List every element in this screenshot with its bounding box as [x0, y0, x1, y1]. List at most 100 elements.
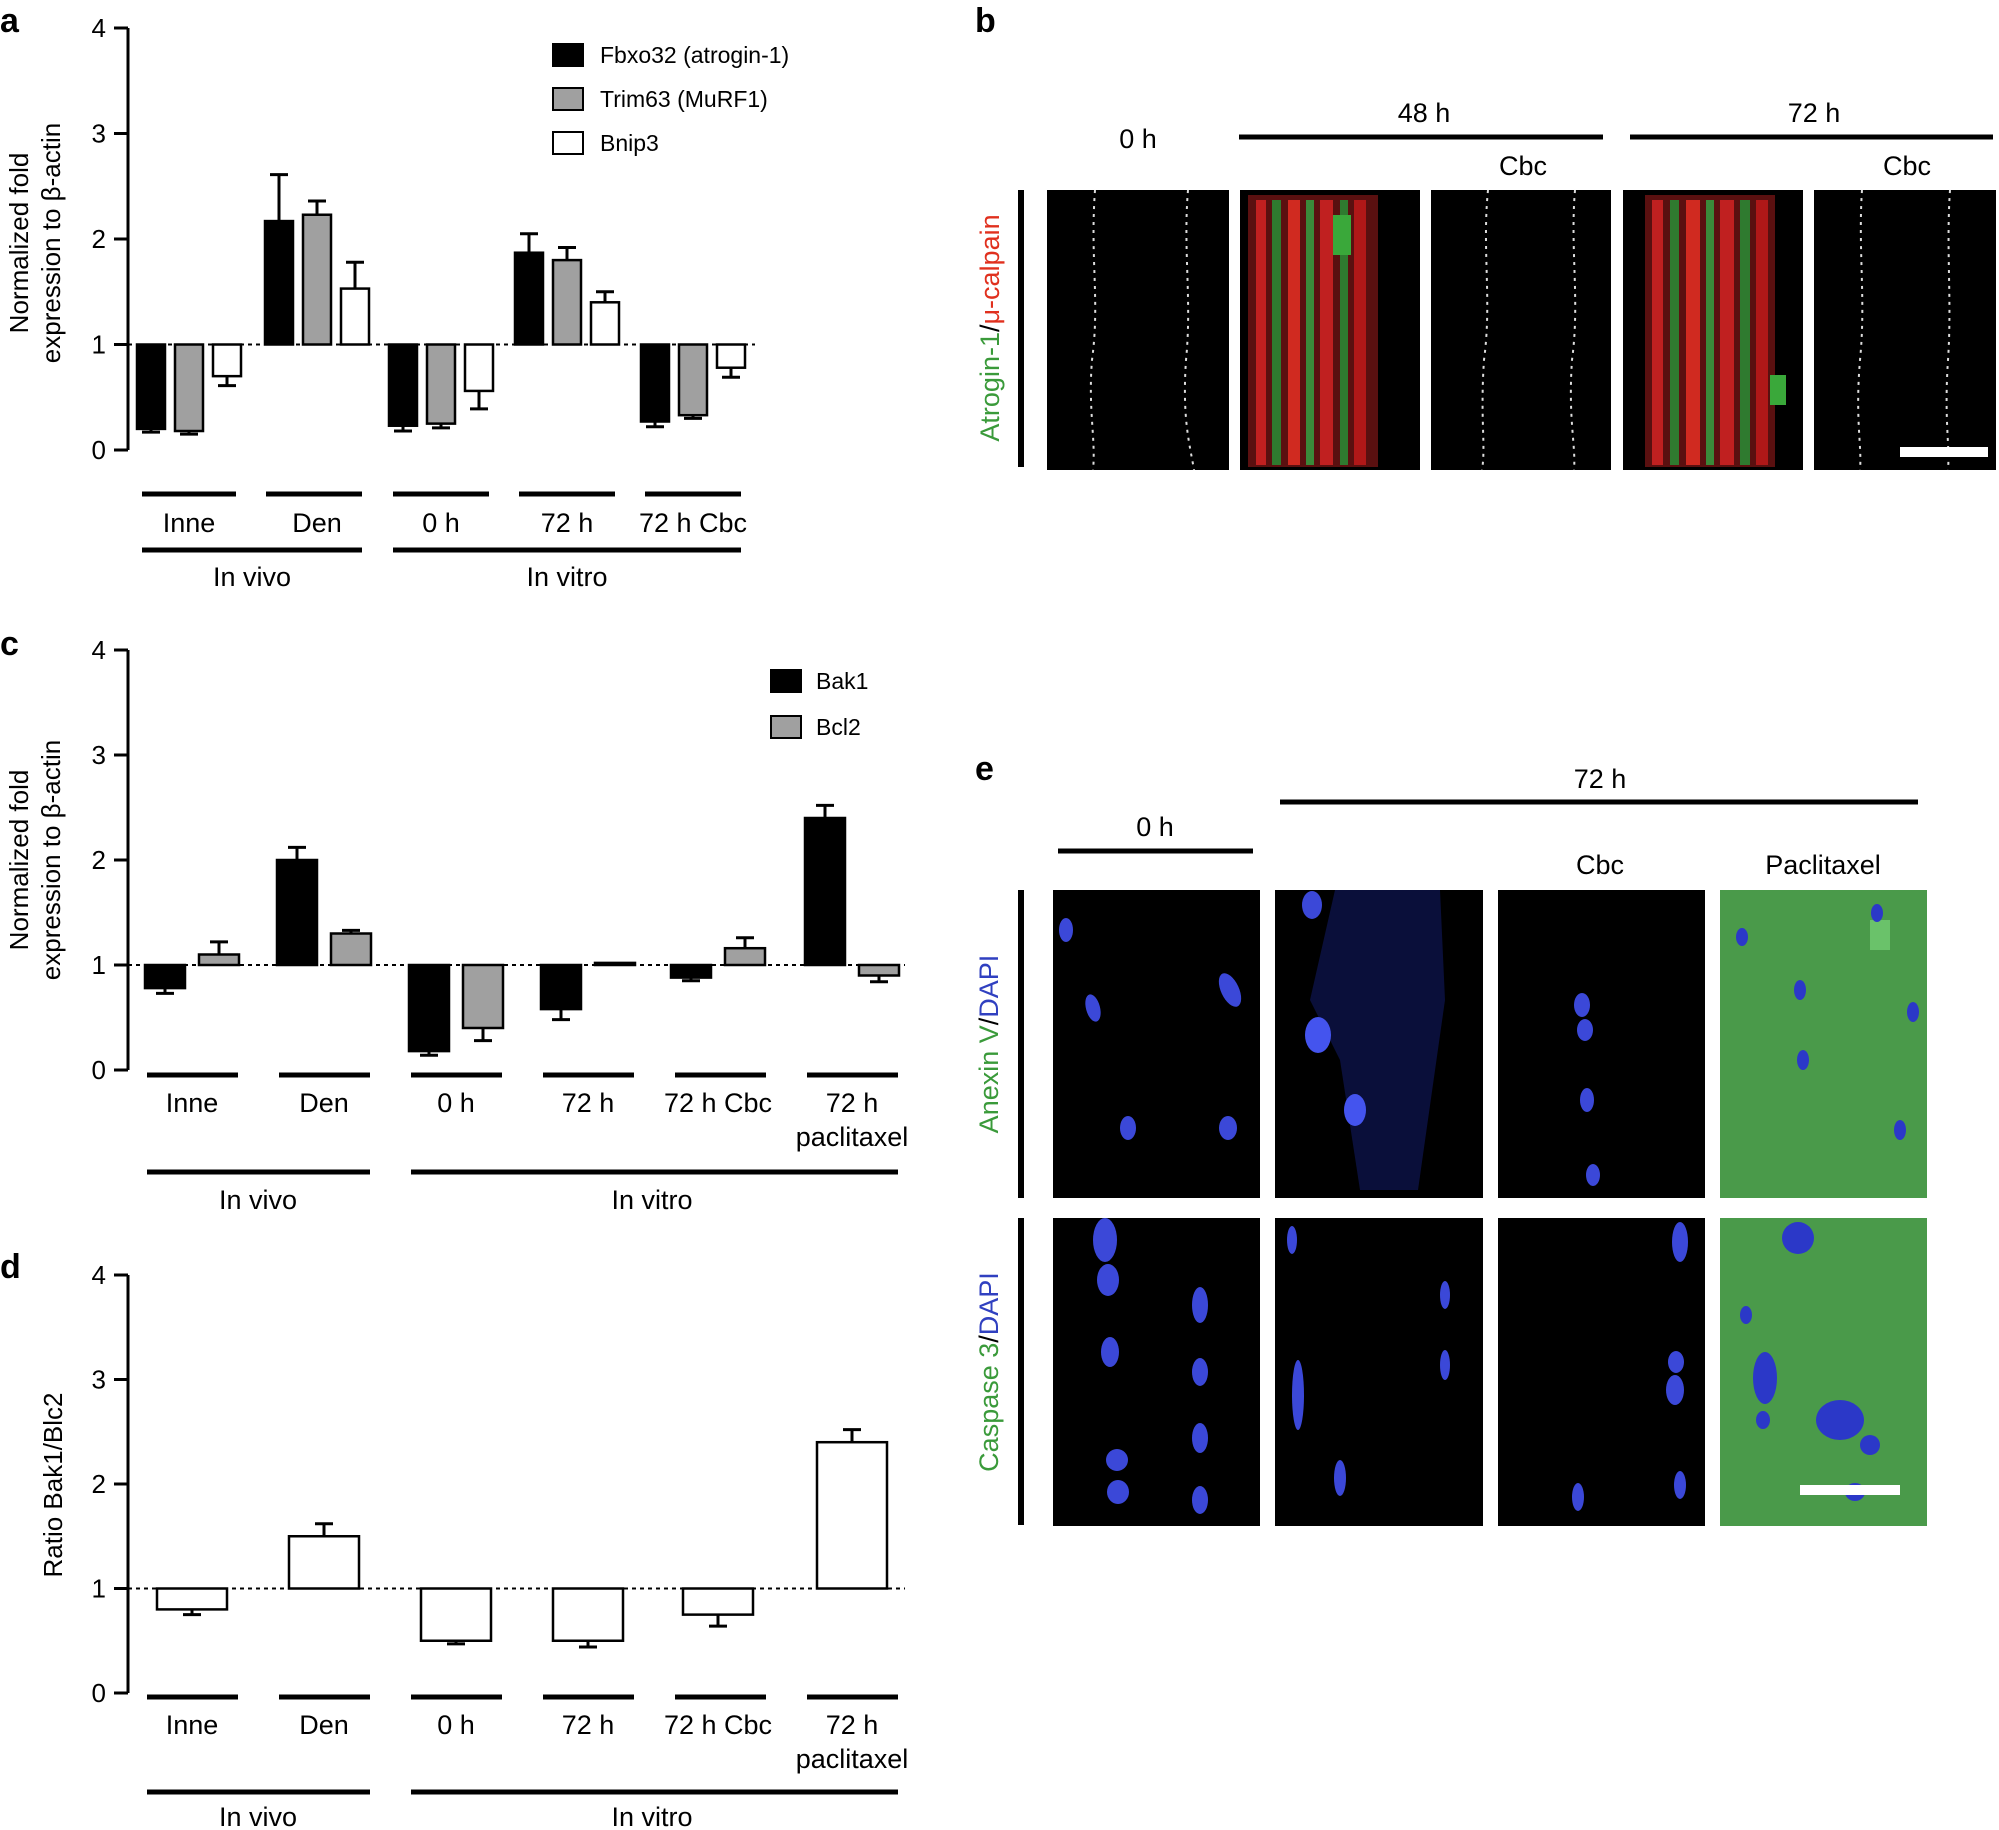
panel-d-group-label-den: Den	[299, 1710, 349, 1740]
bar	[155, 1587, 229, 1611]
bar	[135, 343, 167, 431]
y-tick-label: 2	[92, 1469, 106, 1499]
bar	[143, 963, 187, 990]
panel-c-group-label-inne: Inne	[166, 1088, 219, 1118]
panel-e-label-paclitaxel: Paclitaxel	[1765, 850, 1881, 880]
panel-a-group-label-inne: Inne	[163, 508, 216, 538]
y-tick-label: 2	[92, 224, 106, 254]
panel-e-image-caspase-paclitaxel	[1720, 1218, 1927, 1526]
y-tick-label: 0	[92, 435, 106, 465]
panel-b-label-72h: 72 h	[1788, 98, 1841, 128]
bar	[419, 1587, 493, 1642]
bar	[669, 963, 713, 979]
panel-a-legend-trim63: Trim63 (MuRF1)	[600, 86, 768, 112]
panel-e-scale-bar	[1800, 1485, 1900, 1495]
panel-b-label-72h-cbc: Cbc	[1883, 151, 1931, 181]
bar	[425, 343, 457, 425]
panel-a-ylabel-line2: expression to β-actin	[36, 123, 66, 363]
y-tick-label: 3	[92, 740, 106, 770]
y-tick-label: 0	[92, 1678, 106, 1708]
panel-a-ylabel-line1: Normalized fold	[4, 153, 34, 334]
panel-b-image-72h-cbc	[1814, 189, 1996, 471]
y-tick-label: 4	[92, 1260, 106, 1290]
bar	[639, 343, 671, 423]
bar	[589, 301, 621, 346]
bar	[539, 963, 583, 1011]
y-tick-label: 4	[92, 13, 106, 43]
panel-e-row2-label: Caspase 3/DAPI	[974, 1272, 1004, 1472]
panel-c: c Normalized fold expression to β-actin …	[0, 625, 908, 1215]
panel-d-group-label-72h: 72 h	[562, 1710, 615, 1740]
panel-e-image-anexin-0h	[1053, 890, 1260, 1198]
panel-e-letter: e	[975, 750, 994, 788]
panel-b-letter: b	[975, 2, 996, 40]
bar	[815, 1440, 889, 1590]
panel-b-scale-bar	[1900, 447, 1988, 457]
panel-d-bars	[155, 1428, 889, 1649]
panel-c-super-label-invivo: In vivo	[219, 1185, 297, 1215]
panel-b-label-48h-cbc: Cbc	[1499, 151, 1547, 181]
y-tick-label: 2	[92, 845, 106, 875]
y-tick-label: 0	[92, 1055, 106, 1085]
panel-d-group-label-0h: 0 h	[437, 1710, 475, 1740]
bar	[461, 963, 505, 1030]
panel-c-legend-bak1: Bak1	[816, 668, 868, 694]
panel-e: e 72 h 0 h Cbc Paclitaxel Anexin V/DAPI …	[974, 750, 1927, 1526]
panel-b-image-48h	[1240, 190, 1420, 470]
panel-a-group-label-den: Den	[292, 508, 342, 538]
bar	[301, 213, 333, 346]
panel-e-row1-anexin: Anexin V	[974, 1025, 1004, 1133]
panel-c-group-label-paclitaxel: paclitaxel	[796, 1122, 909, 1152]
panel-c-super-label-invitro: In vitro	[611, 1185, 692, 1215]
panel-b-label-48h: 48 h	[1398, 98, 1451, 128]
panel-c-legend-bcl2: Bcl2	[816, 714, 861, 740]
panel-c-group-label-72h-pac: 72 h	[826, 1088, 879, 1118]
panel-a-legend-fbxo32: Fbxo32 (atrogin-1)	[600, 42, 789, 68]
bar	[287, 1535, 361, 1590]
panel-d-super-label-invivo: In vivo	[219, 1802, 297, 1830]
bar	[681, 1587, 755, 1616]
bar	[715, 343, 747, 369]
bar	[387, 343, 419, 427]
panel-e-image-caspase-72h	[1275, 1218, 1483, 1526]
panel-a-y-axis: 0 1 2 3 4	[92, 13, 130, 465]
panel-e-row1-label: Anexin V/DAPI	[974, 955, 1004, 1134]
panel-e-row2-sep: /	[974, 1335, 1004, 1343]
panel-d-y-axis: 0 1 2 3 4	[92, 1260, 130, 1708]
bar	[551, 258, 583, 346]
bar	[263, 219, 295, 346]
panel-d: d Ratio Bak1/Blc2 0 1 2 3 4 Inne Den 0 h 72 …	[0, 1248, 908, 1830]
bar	[463, 343, 495, 393]
panel-c-group-label-72h: 72 h	[562, 1088, 615, 1118]
panel-b-stain-label: Atrogin-1/μ-calpain	[975, 214, 1005, 441]
bar	[513, 251, 545, 346]
panel-e-image-caspase-0h	[1053, 1218, 1260, 1526]
bar	[407, 963, 451, 1053]
bar	[593, 961, 637, 967]
panel-b-stain-atrogin: Atrogin-1	[975, 332, 1005, 442]
panel-c-legend-swatch-bak1	[770, 669, 802, 693]
bar	[339, 287, 371, 346]
panel-e-label-72h: 72 h	[1574, 764, 1627, 794]
panel-c-group-label-den: Den	[299, 1088, 349, 1118]
panel-c-letter: c	[0, 625, 19, 663]
panel-a-group-label-0h: 0 h	[422, 508, 460, 538]
panel-e-label-cbc: Cbc	[1576, 850, 1624, 880]
panel-a-group-label-72hcbc: 72 h Cbc	[639, 508, 747, 538]
panel-c-bars	[143, 803, 901, 1057]
bar	[329, 932, 373, 967]
bar	[803, 816, 847, 967]
panel-e-image-anexin-cbc	[1498, 890, 1705, 1198]
panel-b: b 0 h 48 h Cbc 72 h Cbc Atrogin-1/μ-calp…	[975, 2, 1996, 471]
bar	[275, 858, 319, 967]
panel-a-group-label-72h: 72 h	[541, 508, 594, 538]
panel-a-legend-swatch-fbxo32	[552, 43, 584, 67]
panel-b-image-48h-cbc	[1431, 189, 1611, 471]
panel-a: a Normalized fold expression to β-actin …	[0, 2, 789, 592]
panel-a-legend-swatch-bnip3	[552, 131, 584, 155]
y-tick-label: 1	[92, 1574, 106, 1604]
panel-e-row2-caspase: Caspase 3	[974, 1343, 1004, 1472]
panel-c-legend-swatch-bcl2	[770, 715, 802, 739]
panel-e-row1-dapi: DAPI	[974, 955, 1004, 1018]
